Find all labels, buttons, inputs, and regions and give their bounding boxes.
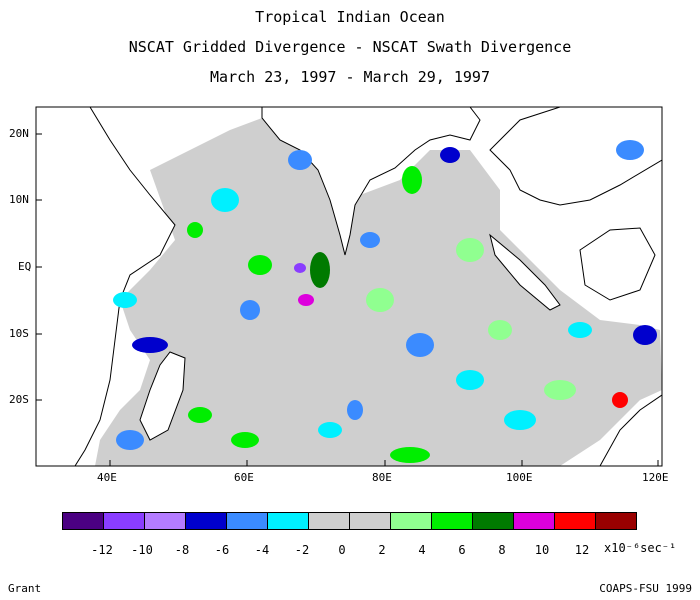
sumatra	[489, 233, 561, 311]
lon-label-120e: 120E	[642, 471, 669, 484]
color-scale-tick-label: -10	[131, 543, 153, 557]
color-scale-tick-label: 0	[338, 543, 346, 557]
color-scale-tick-label: 10	[534, 543, 550, 557]
lat-label-eq: EQ	[18, 260, 32, 273]
color-swatch	[390, 513, 431, 529]
color-swatch	[267, 513, 308, 529]
color-scale-tick-label: 6	[458, 543, 466, 557]
color-scale-tick-label: 4	[418, 543, 426, 557]
lon-label-100e: 100E	[506, 471, 533, 484]
color-swatch	[226, 513, 267, 529]
color-swatch	[185, 513, 226, 529]
color-swatch	[349, 513, 390, 529]
color-swatch	[513, 513, 554, 529]
color-scale-tick-label: 12	[574, 543, 590, 557]
color-scale-tick-label: -2	[294, 543, 310, 557]
lon-label-40e: 40E	[97, 471, 117, 484]
southeast-asia-landmass	[489, 107, 662, 206]
author-credit: Grant	[8, 582, 42, 595]
australia-landmass	[599, 394, 662, 466]
color-scale-units: x10⁻⁶sec⁻¹	[604, 541, 677, 555]
color-swatch	[63, 513, 103, 529]
color-scale-tick-label: -12	[91, 543, 113, 557]
color-scale-tick-label: -8	[174, 543, 190, 557]
color-swatch	[103, 513, 144, 529]
color-swatch	[431, 513, 472, 529]
lat-label-20n: 20N	[9, 127, 29, 140]
color-scale-bar	[62, 512, 637, 530]
color-swatch	[144, 513, 185, 529]
lat-label-10n: 10N	[9, 193, 29, 206]
color-scale-tick-label: -4	[254, 543, 270, 557]
color-swatch	[308, 513, 349, 529]
africa-landmass	[36, 107, 176, 466]
madagascar	[139, 351, 186, 441]
color-scale-tick-label: 8	[498, 543, 506, 557]
borneo	[579, 227, 656, 301]
lon-label-80e: 80E	[372, 471, 392, 484]
color-scale-tick-label: -6	[214, 543, 230, 557]
map-frame	[35, 106, 663, 467]
lon-label-60e: 60E	[234, 471, 254, 484]
map-subtitle: NSCAT Gridded Divergence - NSCAT Swath D…	[128, 38, 572, 56]
color-swatch	[472, 513, 513, 529]
color-swatch	[554, 513, 595, 529]
organization-credit: COAPS-FSU 1999	[599, 582, 692, 595]
date-range: March 23, 1997 - March 29, 1997	[210, 68, 490, 86]
lat-label-10s: 10S	[9, 327, 29, 340]
lat-label-20s: 20S	[9, 393, 29, 406]
color-swatch	[595, 513, 636, 529]
divergence-patches	[113, 140, 657, 463]
color-scale-tick-label: 2	[378, 543, 386, 557]
map-title: Tropical Indian Ocean	[255, 8, 445, 26]
